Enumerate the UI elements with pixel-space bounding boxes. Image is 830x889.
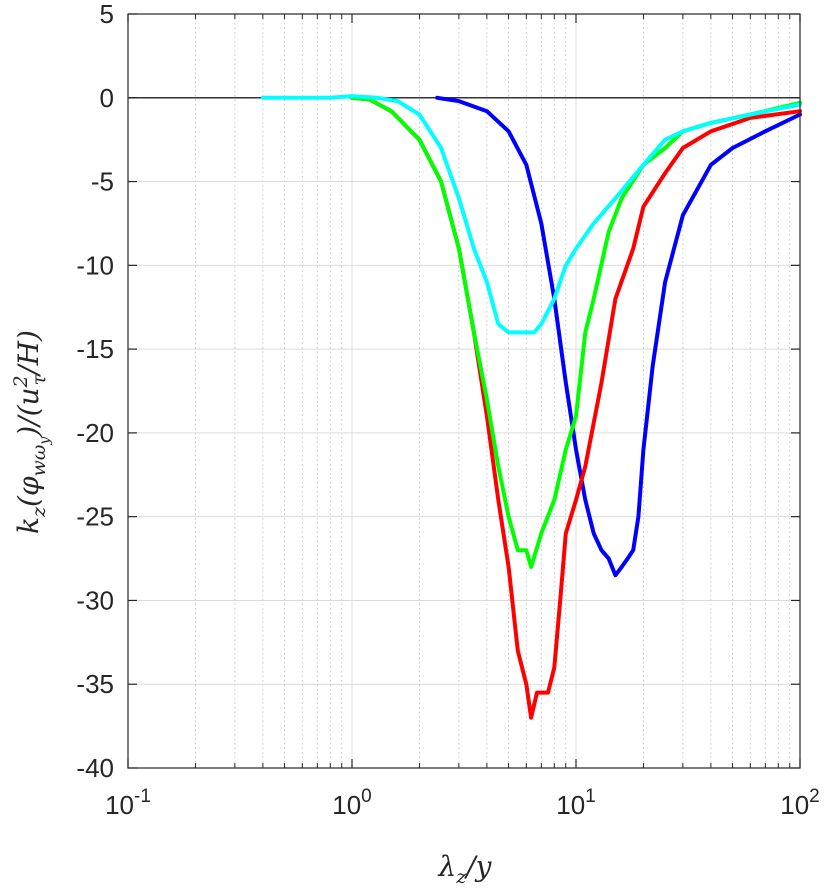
y-tick-label: -30 bbox=[76, 585, 114, 615]
y-axis-label-sub-tau: τ bbox=[28, 374, 50, 385]
x-tick-exp: 0 bbox=[361, 786, 372, 807]
x-axis-label-lambda: λ bbox=[437, 850, 456, 883]
y-tick-label: 5 bbox=[100, 0, 114, 29]
y-tick-label: -35 bbox=[76, 669, 114, 699]
ticks bbox=[127, 13, 801, 769]
x-axis-label-sub: z bbox=[455, 866, 467, 888]
x-tick-base: 10 bbox=[105, 790, 134, 820]
series-layer bbox=[260, 94, 802, 720]
x-tick-label: 102 bbox=[780, 786, 820, 820]
series-line-4 bbox=[260, 94, 802, 335]
y-tick-label: -5 bbox=[91, 167, 114, 197]
y-axis-label-k: k bbox=[12, 517, 45, 534]
y-axis-label-sub-wwy: wω bbox=[28, 445, 50, 477]
x-tick-exp: 2 bbox=[809, 786, 820, 807]
y-axis-label-sub-y: y bbox=[37, 436, 53, 446]
x-tick-exp: 1 bbox=[585, 786, 596, 807]
x-tick-base: 10 bbox=[332, 790, 361, 820]
y-axis-label-end: /H) bbox=[12, 330, 45, 378]
x-axis-label: λz/y bbox=[437, 850, 492, 888]
y-tick-label: -15 bbox=[76, 334, 114, 364]
x-tick-exp: -1 bbox=[134, 786, 151, 807]
y-axis-label-mid: )/(u bbox=[12, 387, 45, 437]
x-tick-base: 10 bbox=[780, 790, 809, 820]
y-axis-label-open: (φ bbox=[12, 476, 45, 507]
y-tick-label: -25 bbox=[76, 502, 114, 532]
y-axis-label-sub-z: z bbox=[28, 506, 50, 518]
x-tick-label: 100 bbox=[332, 786, 372, 820]
y-axis-label: kz(φwωy)/(u2τ/H) bbox=[10, 330, 53, 534]
series-line-3 bbox=[350, 95, 802, 569]
y-tick-label: -20 bbox=[76, 418, 114, 448]
plot-frame bbox=[127, 13, 801, 769]
series-line-1 bbox=[435, 95, 802, 578]
y-tick-label: 0 bbox=[100, 83, 114, 113]
y-tick-label: -10 bbox=[76, 250, 114, 280]
y-tick-label: -40 bbox=[76, 753, 114, 783]
x-tick-base: 10 bbox=[556, 790, 585, 820]
y-axis-label-sup2: 2 bbox=[10, 375, 32, 388]
x-axis-label-rest: /y bbox=[463, 850, 492, 883]
x-tick-label: 10-1 bbox=[105, 786, 151, 820]
x-tick-label: 101 bbox=[556, 786, 596, 820]
